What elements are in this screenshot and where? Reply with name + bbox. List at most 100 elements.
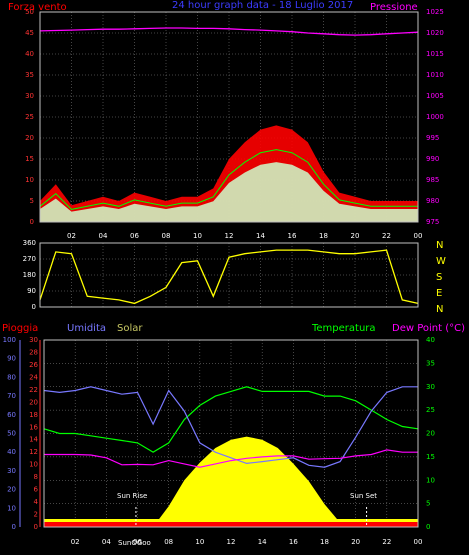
wind-pressure-chart: 0510152025303540455097598098599099510001…: [25, 8, 444, 240]
compass-n-bottom: N: [436, 304, 443, 315]
bottom-frame: [43, 339, 419, 528]
y-left-tick: 15: [25, 155, 34, 163]
x-tick: 12: [225, 232, 234, 240]
rain-tick: 26: [29, 361, 38, 369]
humidity-tick: 50: [7, 430, 16, 438]
rain-tick: 4: [34, 498, 39, 506]
compass-n-top: N: [436, 240, 443, 251]
x-tick: 18: [319, 232, 328, 240]
y-right-tick: 1005: [426, 92, 444, 100]
temp-tick: 20: [426, 430, 435, 438]
rain-tick: 2: [34, 511, 38, 519]
x-tick: 00: [414, 538, 423, 546]
y-left-tick: 20: [25, 134, 34, 142]
climate-chart: 0102030405060708090100024681012141618202…: [3, 336, 435, 546]
y-left-tick: 5: [30, 197, 34, 205]
x-tick: 20: [351, 538, 360, 546]
y-left-tick: 25: [25, 113, 34, 121]
wind-avg-area: [40, 162, 418, 222]
chart-title: 24 hour graph data - 18 Luglio 2017: [172, 0, 353, 11]
wind-mid-line: [39, 149, 418, 210]
temp-tick: 30: [426, 383, 435, 391]
x-tick: 00: [414, 232, 423, 240]
x-tick: 02: [71, 538, 80, 546]
compass-e: E: [436, 288, 442, 299]
x-tick: 02: [67, 232, 76, 240]
sunset-label: Sun Set: [350, 492, 377, 500]
rain-tick: 12: [29, 448, 38, 456]
direction-line: [39, 249, 419, 305]
x-tick: 16: [288, 232, 297, 240]
humidity-tick: 0: [12, 523, 16, 531]
y-left-tick: 35: [25, 71, 34, 79]
x-tick: 06: [130, 232, 139, 240]
temp-tick: 0: [426, 523, 430, 531]
x-tick: 14: [258, 538, 267, 546]
compass-w: W: [436, 256, 446, 267]
x-tick: 16: [289, 538, 298, 546]
y-left-tick: 0: [30, 218, 34, 226]
temperature-line: [43, 386, 419, 453]
x-tick: 12: [227, 538, 236, 546]
rain-bar: [44, 519, 418, 527]
humidity-tick: 40: [7, 448, 16, 456]
humidity-tick: 80: [7, 373, 16, 381]
humidity-tick: 60: [7, 411, 16, 419]
rain-tick: 24: [29, 373, 38, 381]
y-tick: 90: [27, 287, 36, 295]
y-left-tick: 45: [25, 29, 34, 37]
y-right-tick: 990: [426, 155, 439, 163]
temp-tick: 15: [426, 453, 435, 461]
y-right-tick: 1020: [426, 29, 444, 37]
y-left-tick: 40: [25, 50, 34, 58]
rain-tick: 22: [29, 386, 38, 394]
humidity-tick: 20: [7, 486, 16, 494]
temp-tick: 5: [426, 500, 430, 508]
rain-tick: 8: [34, 473, 38, 481]
rain-top-band: [44, 519, 418, 522]
y-left-tick: 30: [25, 92, 34, 100]
top-frame: [39, 11, 419, 223]
y-left-tick: 10: [25, 176, 34, 184]
humidity-tick: 10: [7, 504, 16, 512]
x-tick: 18: [320, 538, 329, 546]
x-tick: 04: [102, 538, 111, 546]
x-tick: 14: [256, 232, 265, 240]
rain-tick: 16: [29, 423, 38, 431]
dewpoint-label: Dew Point (°C): [392, 323, 465, 334]
rain-label: Pioggia: [2, 323, 38, 334]
pressure-label: Pressione: [370, 2, 418, 13]
compass-s: S: [436, 272, 442, 283]
humidity-tick: 30: [7, 467, 16, 475]
temperature-label: Temperatura: [311, 323, 376, 334]
y-right-tick: 1015: [426, 50, 444, 58]
y-right-tick: 1025: [426, 8, 444, 16]
rain-tick: 30: [29, 336, 38, 344]
rain-tick: 0: [34, 523, 38, 531]
x-tick: 08: [162, 232, 171, 240]
y-right-tick: 1000: [426, 113, 444, 121]
rain-tick: 20: [29, 398, 38, 406]
y-right-tick: 975: [426, 218, 439, 226]
humidity-tick: 100: [3, 336, 16, 344]
solar-label: Solar: [117, 323, 143, 334]
wind-force-label: Forza vento: [8, 2, 67, 13]
humidity-tick: 70: [7, 392, 16, 400]
y-tick: 180: [23, 271, 36, 279]
rain-tick: 14: [29, 436, 38, 444]
x-tick: 06: [133, 538, 142, 546]
x-tick: 22: [382, 232, 391, 240]
mid-frame: [39, 242, 419, 308]
x-tick: 22: [382, 538, 391, 546]
rain-tick: 6: [34, 486, 39, 494]
solar-area: [44, 436, 418, 527]
wind-direction-chart: 360 270 180 90 0: [23, 239, 419, 311]
y-left-tick: 50: [25, 8, 34, 16]
y-right-tick: 985: [426, 176, 439, 184]
y-tick: 360: [23, 239, 36, 247]
dewpoint-line: [44, 449, 418, 468]
rain-tick: 28: [29, 348, 38, 356]
temp-tick: 10: [426, 476, 435, 484]
x-tick: 10: [193, 232, 202, 240]
